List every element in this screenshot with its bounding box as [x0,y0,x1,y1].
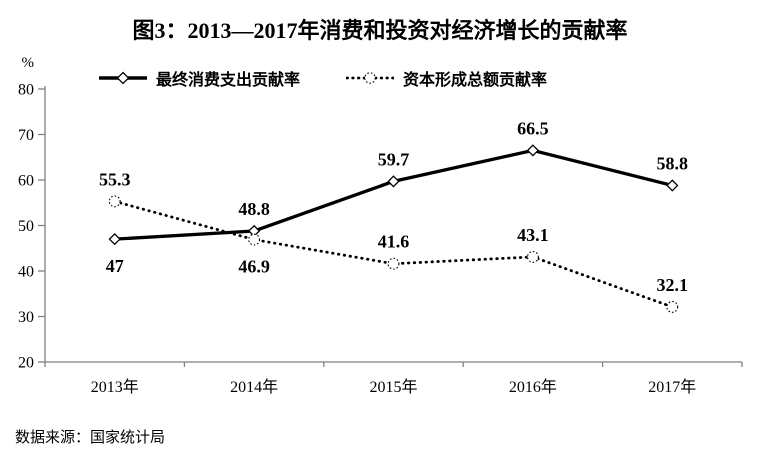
y-axis-unit-label: % [22,55,35,71]
y-tick-label: 60 [18,173,34,190]
solid-line-diamond-marker-icon [99,71,147,85]
dotted-line-circle-marker-icon [346,72,395,84]
data-point-label: 41.6 [378,232,410,252]
x-tick-label: 2016年 [509,378,557,396]
legend-label-capital-formation: 资本形成总额贡献率 [403,72,548,89]
chart-legend: 最终消费支出贡献率 资本形成总额贡献率 [99,66,547,90]
legend-item-final-consumption: 最终消费支出贡献率 [99,66,300,90]
data-point-label: 59.7 [378,149,410,169]
y-tick-label: 50 [18,218,34,235]
x-tick-label: 2017年 [648,378,696,396]
data-point-label: 46.9 [238,257,270,277]
y-tick-label: 20 [18,355,34,372]
y-tick-label: 80 [18,82,34,99]
x-tick-label: 2015年 [369,378,417,396]
y-tick-label: 40 [18,264,34,281]
x-tick-label: 2014年 [230,378,278,396]
data-point-label: 55.3 [99,169,131,189]
data-point-circle-marker [387,257,400,270]
data-point-label: 66.5 [517,118,549,138]
x-tick-label: 2013年 [91,378,139,396]
y-tick-label: 70 [18,127,34,144]
data-point-diamond-marker [387,175,400,188]
data-point-circle-marker [108,195,121,208]
series-line-1 [113,199,674,309]
data-point-label: 48.8 [238,199,270,219]
chart-title: 图3：2013—2017年消费和投资对经济增长的贡献率 [132,18,628,43]
data-point-diamond-marker [526,144,540,157]
data-point-label: 43.1 [517,225,549,245]
legend-label-final-consumption: 最终消费支出贡献率 [156,72,301,89]
data-point-label: 32.1 [657,275,689,295]
data-point-circle-marker [248,233,261,246]
y-tick-label: 30 [18,309,34,326]
data-point-label: 47 [106,256,124,276]
data-point-circle-marker [666,300,679,313]
data-point-diamond-marker [666,179,679,192]
data-point-diamond-marker [108,233,121,246]
data-point-label: 58.8 [657,153,689,173]
source-note: 数据来源：国家统计局 [15,429,166,446]
legend-item-capital-formation: 资本形成总额贡献率 [346,66,547,90]
data-point-circle-marker [526,250,539,263]
